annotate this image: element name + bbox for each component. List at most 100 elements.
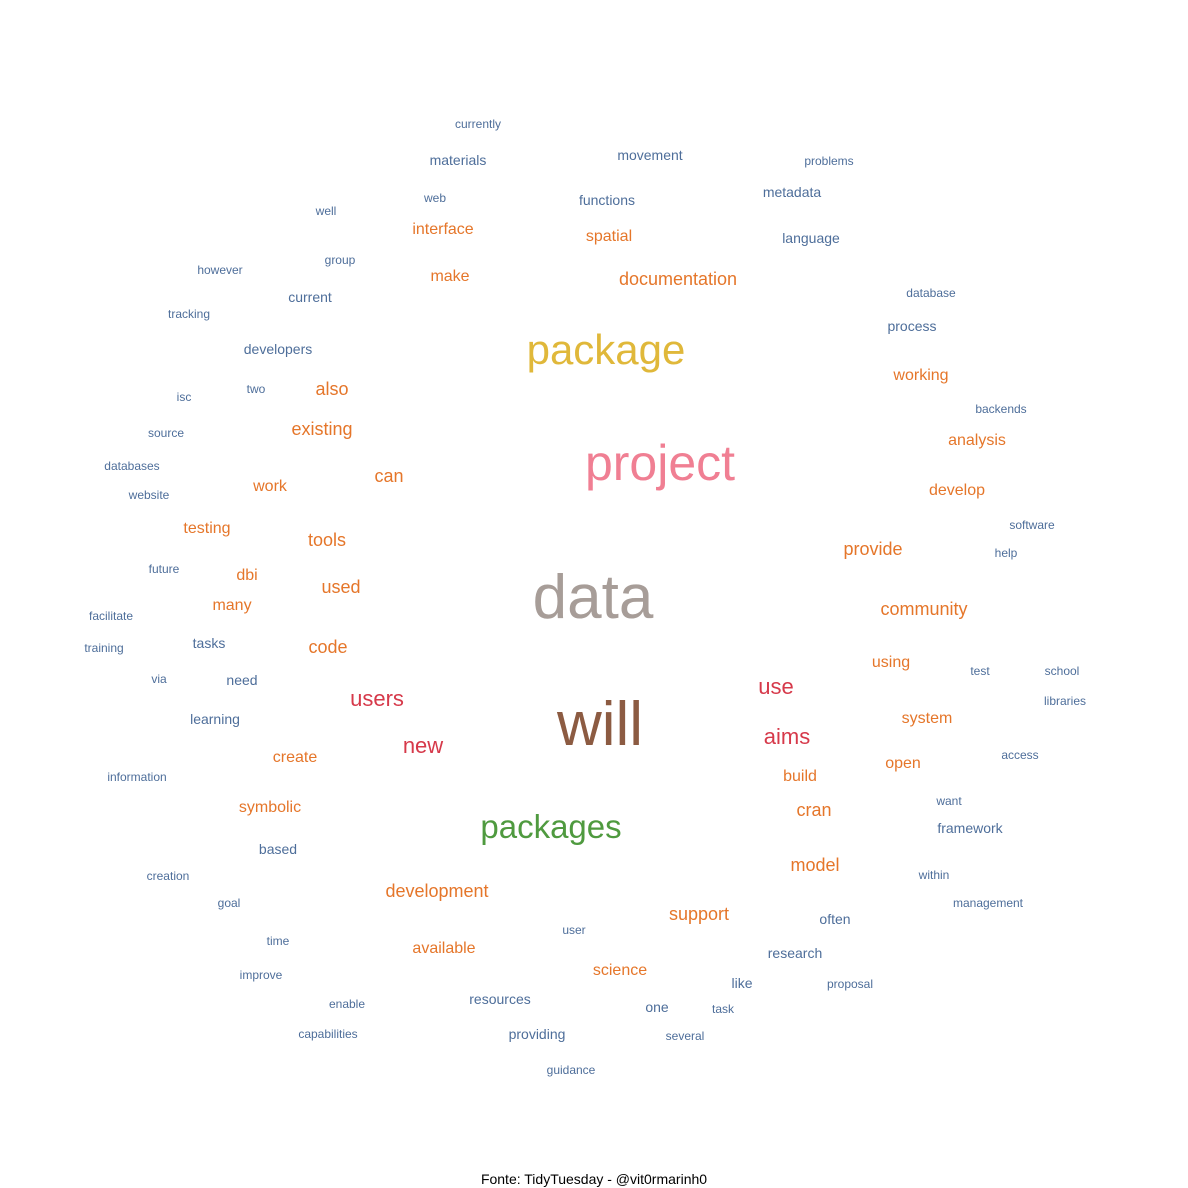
word-project: project [585, 435, 735, 491]
word-test: test [970, 664, 990, 678]
word-process: process [887, 318, 936, 334]
word-tasks: tasks [193, 635, 226, 651]
word-language: language [782, 230, 840, 246]
word-science: science [593, 962, 647, 979]
word-using: using [872, 654, 910, 671]
word-access: access [1001, 748, 1038, 762]
word-metadata: metadata [763, 184, 822, 200]
word-work: work [252, 478, 288, 495]
word-also: also [315, 379, 348, 399]
word-one: one [645, 999, 669, 1015]
source-caption: Fonte: TidyTuesday - @vit0rmarinh0 [480, 1171, 708, 1187]
word-well: well [315, 204, 337, 218]
word-package: package [527, 326, 686, 373]
word-school: school [1045, 664, 1080, 678]
word-training: training [84, 641, 123, 655]
word-development: development [385, 881, 488, 901]
word-materials: materials [430, 152, 487, 168]
word-learning: learning [190, 711, 240, 727]
word-create: create [273, 749, 318, 766]
word-community: community [880, 599, 967, 619]
word-analysis: analysis [948, 432, 1006, 449]
word-group: group [325, 253, 356, 267]
word-future: future [149, 562, 180, 576]
word-many: many [212, 597, 251, 614]
word-cran: cran [796, 800, 831, 820]
word-new: new [403, 733, 443, 758]
word-time: time [267, 934, 290, 948]
word-develop: develop [929, 482, 985, 499]
word-dbi: dbi [236, 567, 257, 584]
word-databases: databases [104, 459, 159, 473]
word-resources: resources [469, 991, 530, 1007]
word-database: database [906, 286, 956, 300]
word-capabilities: capabilities [298, 1027, 357, 1041]
word-working: working [892, 367, 948, 384]
word-enable: enable [329, 997, 365, 1011]
word-functions: functions [579, 192, 635, 208]
word-build: build [783, 768, 817, 785]
word-users: users [350, 686, 404, 711]
word-will: will [556, 690, 643, 759]
word-packages: packages [480, 808, 621, 845]
word-however: however [197, 263, 242, 277]
word-providing: providing [509, 1026, 566, 1042]
word-facilitate: facilitate [89, 609, 133, 623]
word-help: help [995, 546, 1018, 560]
word-developers: developers [244, 341, 313, 357]
word-system: system [902, 710, 953, 727]
word-code: code [308, 637, 347, 657]
word-proposal: proposal [827, 977, 873, 991]
word-guidance: guidance [547, 1063, 596, 1077]
word-symbolic: symbolic [239, 799, 301, 816]
word-isc: isc [177, 390, 192, 404]
word-can: can [374, 466, 403, 486]
word-information: information [107, 770, 166, 784]
word-tracking: tracking [168, 307, 210, 321]
word-often: often [819, 911, 850, 927]
word-need: need [226, 672, 257, 688]
word-management: management [953, 896, 1024, 910]
word-available: available [412, 940, 475, 957]
word-backends: backends [975, 402, 1026, 416]
word-model: model [790, 855, 839, 875]
word-problems: problems [804, 154, 853, 168]
word-testing: testing [183, 520, 230, 537]
word-interface: interface [412, 221, 473, 238]
word-research: research [768, 945, 822, 961]
word-open: open [885, 755, 921, 772]
word-want: want [935, 794, 962, 808]
word-two: two [247, 382, 266, 396]
word-documentation: documentation [619, 269, 737, 289]
word-spatial: spatial [586, 228, 632, 245]
word-data: data [533, 563, 654, 632]
word-web: web [423, 191, 446, 205]
word-based: based [259, 841, 297, 857]
word-several: several [666, 1029, 705, 1043]
word-website: website [128, 488, 170, 502]
word-goal: goal [218, 896, 241, 910]
word-like: like [731, 975, 752, 991]
word-aims: aims [764, 724, 810, 749]
word-framework: framework [937, 820, 1003, 836]
word-existing: existing [291, 419, 352, 439]
cloud-top-clip [0, 0, 1188, 118]
word-task: task [712, 1002, 735, 1016]
word-use: use [758, 674, 793, 699]
word-within: within [918, 868, 950, 882]
word-source: source [148, 426, 184, 440]
word-improve: improve [240, 968, 283, 982]
word-movement: movement [617, 147, 682, 163]
word-support: support [669, 904, 729, 924]
word-currently: currently [455, 117, 501, 131]
word-libraries: libraries [1044, 694, 1086, 708]
word-software: software [1009, 518, 1055, 532]
word-used: used [321, 577, 360, 597]
word-via: via [151, 672, 167, 686]
word-provide: provide [843, 539, 902, 559]
word-tools: tools [308, 530, 346, 550]
word-current: current [288, 289, 332, 305]
word-user: user [562, 923, 585, 937]
word-make: make [430, 268, 469, 285]
